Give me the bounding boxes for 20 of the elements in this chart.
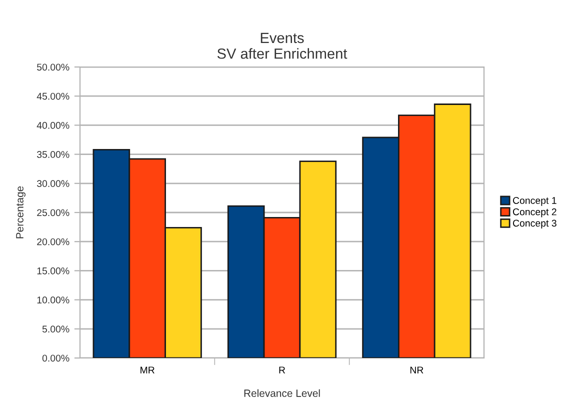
y-tick-label: 50.00% [37,64,70,71]
chart-title: Events SV after Enrichment [217,32,348,59]
y-tick-label: 40.00% [36,122,70,129]
y-tick-label: 0.00% [42,354,70,362]
x-axis-title: Relevance Level [244,389,320,397]
y-axis-title: Percentage [16,186,26,238]
y-tick-label: 10.00% [37,296,70,304]
y-tick-label: 30.00% [36,180,70,188]
x-tick-label: R [279,366,286,374]
legend-label: Concept 1 [512,197,556,206]
y-tick-label: 45.00% [36,92,70,100]
legend-label: Concept 3 [512,220,556,229]
x-tick-label: NR [410,366,424,374]
y-tick-label: 5.00% [42,326,70,333]
legend-label: Concept 2 [512,208,556,218]
y-tick-label: 35.00% [36,151,70,158]
y-tick-label: 25.00% [37,209,70,216]
x-tick-label: MR [140,366,154,374]
y-tick-label: 20.00% [37,238,70,246]
y-tick-label: 15.00% [37,267,70,274]
